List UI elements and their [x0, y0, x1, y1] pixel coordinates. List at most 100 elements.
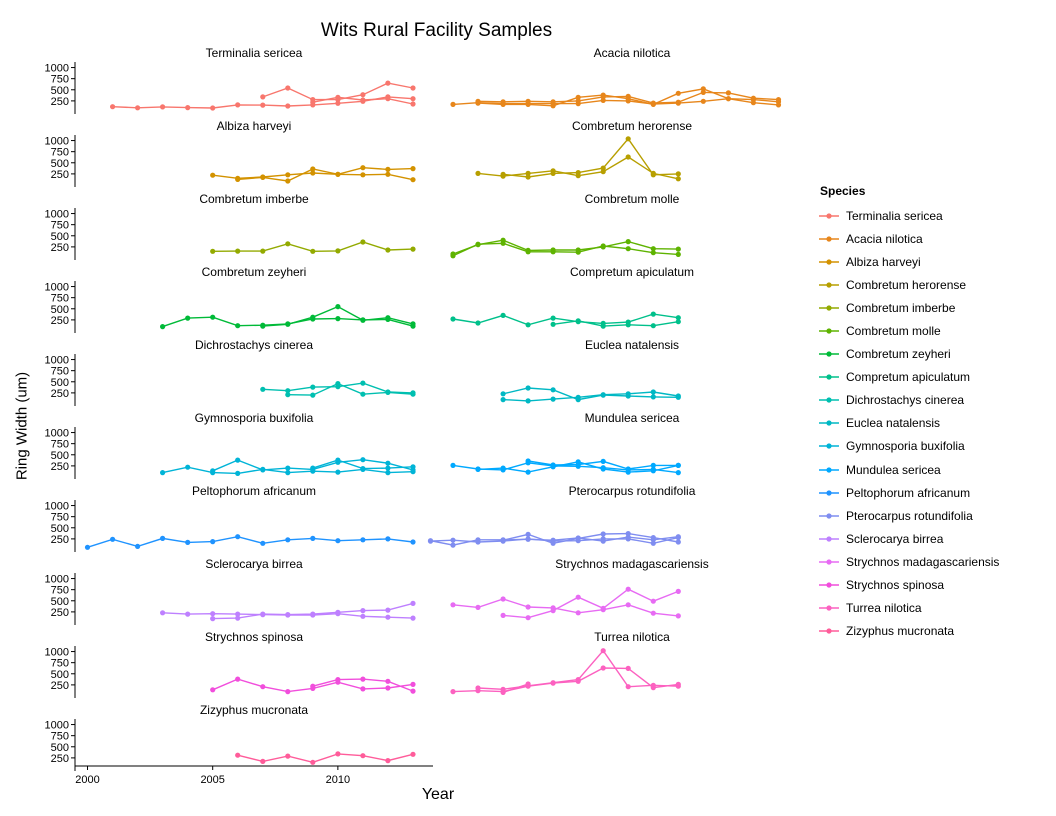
data-point	[410, 688, 416, 694]
series-line	[503, 588, 679, 619]
data-point	[360, 676, 366, 682]
data-point	[310, 314, 316, 320]
legend-title: Species	[820, 184, 866, 198]
panel-compretum-apiculatum: Compretum apiculatum	[450, 265, 694, 329]
data-point	[550, 103, 556, 109]
series-line	[503, 391, 679, 402]
data-point	[650, 682, 656, 688]
data-point	[450, 101, 456, 107]
chart-title: Wits Rural Facility Samples	[320, 20, 553, 41]
y-tick-label: 250	[51, 534, 69, 546]
data-point	[650, 246, 656, 252]
data-point	[475, 170, 481, 176]
legend-label: Turrea nilotica	[846, 601, 922, 616]
data-point	[335, 609, 341, 615]
panel-title: Acacia nilotica	[594, 46, 671, 60]
data-point	[500, 465, 506, 471]
legend-item: Terminalia sericea	[818, 204, 1028, 227]
data-point	[650, 250, 656, 256]
y-tick-label: 1000	[45, 355, 69, 367]
data-point	[385, 470, 391, 476]
data-point	[500, 312, 506, 318]
legend-label: Sclerocarya birrea	[846, 531, 944, 546]
data-point	[210, 105, 216, 111]
legend-key-point	[826, 582, 832, 588]
legend-key-point	[826, 305, 832, 311]
data-point	[285, 103, 291, 109]
panel-title: Terminalia sericea	[206, 46, 303, 60]
data-point	[310, 166, 316, 172]
data-point	[550, 247, 556, 253]
data-point	[310, 683, 316, 689]
data-point	[385, 465, 391, 471]
data-point	[310, 384, 316, 390]
y-tick-label: 750	[51, 512, 69, 524]
data-point	[550, 540, 556, 546]
data-point	[385, 758, 391, 764]
data-point	[625, 586, 631, 592]
legend-key	[819, 490, 839, 496]
data-point	[600, 605, 606, 611]
y-tick-label: 750	[51, 147, 69, 159]
data-point	[285, 465, 291, 471]
data-point	[750, 95, 757, 101]
data-point	[235, 615, 241, 621]
data-point	[335, 457, 341, 463]
data-point	[575, 170, 581, 176]
data-point	[285, 470, 291, 476]
data-point	[260, 540, 266, 546]
legend-item: Acacia nilotica	[818, 227, 1028, 250]
data-point	[210, 616, 216, 622]
data-point	[650, 394, 656, 400]
legend-item: Zizyphus mucronata	[818, 620, 1028, 643]
legend-key-point	[826, 420, 832, 426]
data-point	[500, 537, 506, 543]
data-point	[285, 388, 291, 394]
panel-title: Pterocarpus rotundifolia	[569, 484, 696, 498]
data-point	[335, 171, 341, 177]
data-point	[385, 166, 391, 172]
panel-title: Dichrostachys cinerea	[195, 338, 313, 352]
y-tick-label: 750	[51, 366, 69, 378]
series-line	[452, 239, 679, 255]
data-point	[675, 613, 681, 619]
data-point	[675, 393, 681, 399]
data-point	[625, 665, 631, 672]
data-point	[675, 90, 681, 96]
data-point	[235, 457, 241, 463]
data-point	[335, 248, 341, 254]
data-point	[410, 751, 416, 757]
legend-items: Terminalia sericea Acacia nilotica Albiza …	[818, 204, 1028, 643]
data-point	[260, 386, 266, 392]
data-point	[550, 462, 556, 468]
legend-item: Strychnos madagascariensis	[818, 550, 1028, 573]
data-point	[600, 169, 606, 175]
series-line	[452, 97, 779, 106]
data-point	[385, 96, 391, 102]
data-point	[260, 94, 266, 100]
y-axis-title: Ring Width (um)	[13, 371, 31, 481]
data-point	[575, 94, 581, 100]
data-point	[525, 247, 531, 253]
data-point	[385, 315, 391, 321]
data-point	[675, 99, 681, 105]
data-point	[260, 102, 266, 108]
data-point	[360, 97, 366, 103]
legend-key	[819, 282, 839, 288]
data-point	[360, 608, 366, 614]
y-tick-label: 500	[51, 158, 69, 170]
y-tick-label: 500	[51, 377, 69, 389]
legend-key	[819, 513, 839, 519]
data-point	[600, 392, 606, 398]
data-point	[260, 174, 266, 180]
legend-key-point	[826, 328, 832, 334]
legend-key	[819, 305, 839, 311]
data-point	[210, 687, 216, 693]
legend-key-point	[826, 466, 832, 473]
data-point	[675, 171, 681, 177]
data-point	[625, 602, 631, 608]
data-point	[285, 537, 291, 543]
data-point	[410, 391, 416, 397]
data-point	[310, 99, 316, 105]
